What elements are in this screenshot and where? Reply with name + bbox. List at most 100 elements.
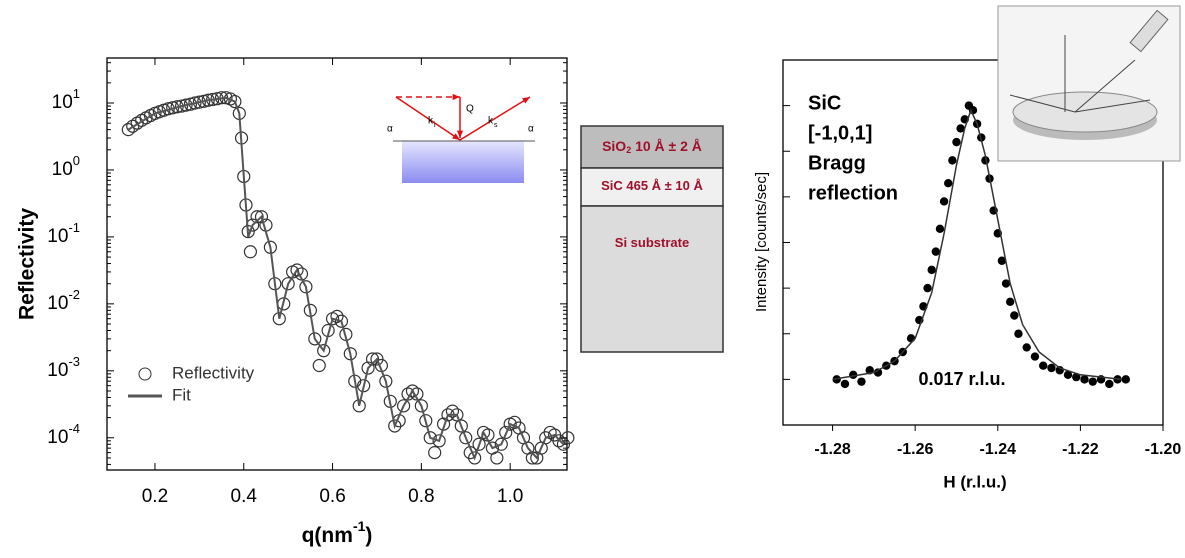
x-title-part: q(nm bbox=[302, 524, 353, 547]
data-point bbox=[174, 99, 189, 113]
data-point bbox=[939, 197, 949, 206]
data-point bbox=[944, 178, 953, 188]
data-point bbox=[906, 334, 916, 343]
bragg-chart: -1.28 -1.26 -1.24 -1.22 -1.20 Intensity [coun… bbox=[753, 59, 1182, 491]
data-point bbox=[254, 210, 269, 224]
data-point bbox=[334, 314, 349, 328]
data-point bbox=[308, 332, 322, 346]
y-tick-label: 100 bbox=[52, 153, 80, 180]
inset-label: α bbox=[387, 124, 393, 135]
data-point bbox=[1063, 370, 1073, 380]
data-point bbox=[1001, 279, 1011, 288]
x-tick-label: 0.2 bbox=[142, 486, 168, 507]
arrow bbox=[459, 96, 531, 141]
tick-exponent: 0 bbox=[73, 153, 80, 168]
data-point bbox=[423, 431, 437, 445]
x-tick-label: -1.26 bbox=[897, 441, 934, 458]
layer-text: Si substrate bbox=[615, 235, 689, 250]
data-point bbox=[397, 399, 411, 413]
arrow-head bbox=[522, 97, 530, 104]
data-point bbox=[1121, 375, 1131, 384]
layer-stack: SiO2 10 Å ± 2 Å SiC 465 Å ± 10 Å Si substr… bbox=[580, 125, 724, 353]
geometry-inset bbox=[997, 5, 1181, 162]
data-point bbox=[927, 265, 936, 275]
x-tick-label: 0.4 bbox=[231, 486, 258, 507]
layer-text: SiO bbox=[602, 138, 626, 154]
layer-subscript: 2 bbox=[626, 145, 631, 155]
tick-base: 10 bbox=[47, 293, 68, 314]
data-point bbox=[997, 256, 1007, 265]
x-title-part: ) bbox=[365, 524, 372, 547]
data-point bbox=[952, 137, 961, 147]
data-point bbox=[317, 344, 331, 358]
data-point bbox=[428, 446, 442, 460]
data-point bbox=[561, 431, 575, 445]
data-point bbox=[1005, 297, 1015, 307]
data-point bbox=[857, 377, 866, 386]
data-point bbox=[243, 245, 258, 259]
tick-exponent: -4 bbox=[68, 421, 80, 436]
data-point bbox=[956, 124, 965, 133]
inset-label: s bbox=[494, 122, 498, 129]
x-tick-label: -1.22 bbox=[1062, 441, 1099, 458]
data-point bbox=[1010, 311, 1019, 320]
inset-label: i bbox=[434, 122, 436, 129]
data-point bbox=[312, 358, 326, 373]
beam bbox=[1009, 94, 1076, 113]
data-point bbox=[357, 379, 371, 393]
data-point bbox=[290, 263, 304, 277]
data-point bbox=[472, 437, 486, 451]
layer-label: SiC 465 Å ± 10 Å bbox=[601, 178, 703, 193]
arrow-head bbox=[452, 133, 460, 140]
data-point bbox=[1072, 372, 1081, 382]
annotation: [-1,0,1] bbox=[808, 122, 872, 144]
layer-label: SiO2 10 Å ± 2 Å bbox=[602, 138, 702, 156]
x-tick-label: 0.6 bbox=[319, 486, 345, 507]
data-point bbox=[281, 277, 295, 291]
data-point bbox=[1080, 375, 1089, 384]
data-point bbox=[1105, 379, 1114, 389]
data-point bbox=[188, 96, 202, 110]
inset-label: k bbox=[428, 116, 434, 127]
data-point bbox=[414, 399, 428, 413]
data-point bbox=[490, 451, 504, 465]
data-point bbox=[454, 419, 468, 433]
data-point bbox=[935, 224, 945, 234]
annotation: 0.017 r.l.u. bbox=[918, 369, 1005, 389]
tick-exponent: -3 bbox=[68, 354, 80, 369]
data-point bbox=[840, 379, 850, 389]
data-point bbox=[1030, 352, 1040, 361]
data-point bbox=[419, 414, 433, 428]
arrow-head bbox=[452, 93, 460, 101]
data-point bbox=[923, 283, 932, 293]
layer-text: SiC 465 Å ± 10 Å bbox=[601, 178, 703, 193]
data-point bbox=[250, 210, 264, 224]
data-point bbox=[370, 352, 384, 366]
y-axis-title: Intensity [counts/sec] bbox=[753, 172, 770, 312]
arrow-head bbox=[456, 130, 464, 138]
y-tick-label: 101 bbox=[52, 86, 80, 113]
layer-label: Si substrate bbox=[615, 235, 689, 250]
tick-exponent: -2 bbox=[68, 287, 80, 302]
layer-text: 10 Å ± 2 Å bbox=[631, 138, 702, 154]
inset-label: Q bbox=[466, 104, 474, 115]
x-tick-label: -1.20 bbox=[1145, 441, 1182, 458]
legend-symbol bbox=[138, 367, 152, 381]
plot-frame bbox=[106, 57, 568, 471]
x-axis-title: H (r.l.u.) bbox=[943, 472, 1006, 491]
x-axis-title: q(nm-1) bbox=[302, 518, 373, 547]
y-tick-label: 10-4 bbox=[47, 421, 80, 448]
x-tick-label: -1.28 bbox=[814, 441, 851, 458]
tick-exponent: -1 bbox=[68, 220, 80, 235]
data-point bbox=[405, 384, 420, 398]
annotation: reflection bbox=[808, 182, 898, 204]
x-title-sup: -1 bbox=[353, 518, 366, 534]
data-point bbox=[981, 156, 990, 165]
tick-base: 10 bbox=[47, 360, 68, 381]
annotation: Bragg bbox=[808, 152, 866, 174]
inset-label: α bbox=[528, 124, 534, 135]
annotation: SiC bbox=[808, 92, 841, 114]
fit-line bbox=[832, 108, 1122, 381]
y-tick-label: 10-3 bbox=[47, 354, 80, 381]
